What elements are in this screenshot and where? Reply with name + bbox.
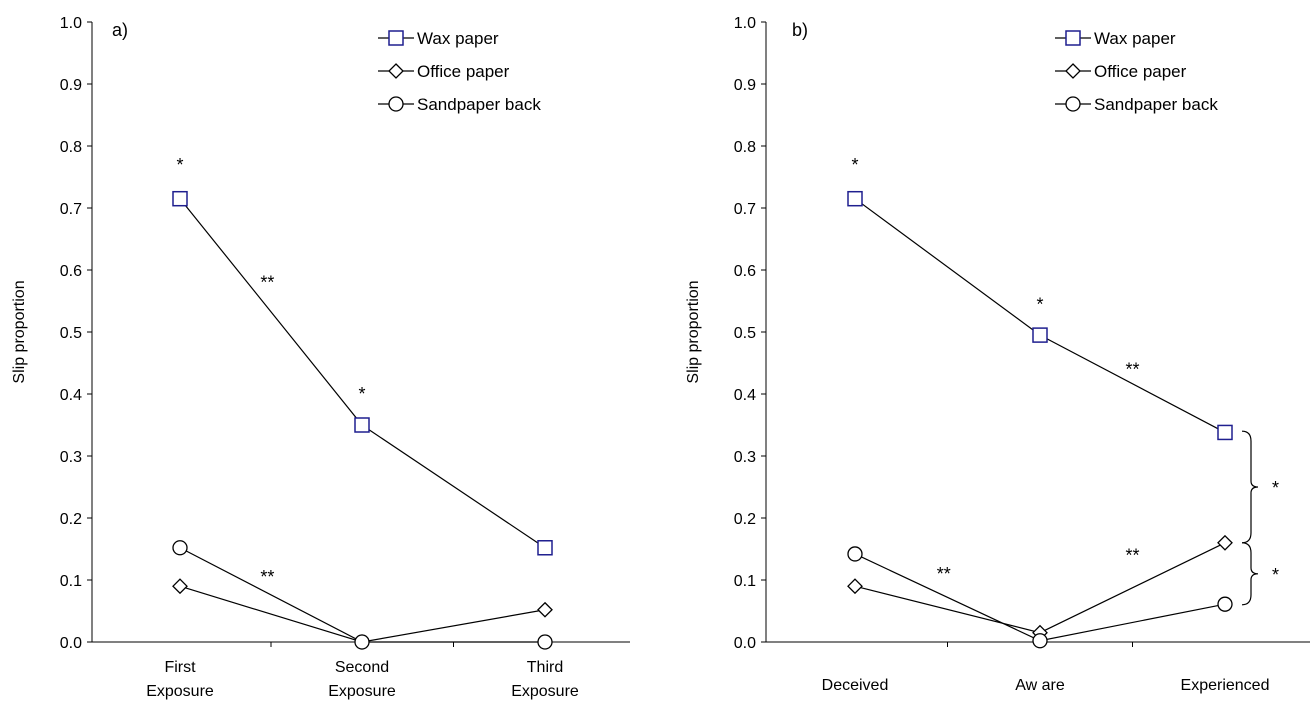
significance-annotation: ** bbox=[937, 564, 951, 584]
legend-marker bbox=[388, 63, 404, 79]
y-tick-label: 0.1 bbox=[60, 573, 82, 590]
data-point-2-0 bbox=[847, 546, 863, 562]
y-tick-label: 0.0 bbox=[734, 635, 756, 652]
y-axis-label: Slip proportion bbox=[11, 280, 28, 383]
legend-label: Office paper bbox=[1094, 62, 1187, 81]
legend-marker bbox=[1065, 96, 1081, 112]
x-tick-label: Second bbox=[335, 659, 389, 676]
x-tick-label: Third bbox=[527, 659, 563, 676]
data-point-1-0 bbox=[172, 578, 188, 595]
significance-annotation: ** bbox=[1125, 545, 1139, 565]
y-tick-label: 0.7 bbox=[60, 201, 82, 218]
bracket-annotation: * bbox=[1272, 478, 1279, 498]
legend-label: Office paper bbox=[417, 62, 510, 81]
data-point-2-0 bbox=[172, 540, 188, 556]
panel-a: 0.0 0.1 0.2 0.3 0.4 0.5 0.6 0.7 0.8 0.9 1.0 First Ex… bbox=[11, 15, 630, 700]
x-tick-label: Exposure bbox=[511, 683, 579, 700]
x-tick-label: Deceived bbox=[822, 677, 889, 694]
legend-marker bbox=[1065, 63, 1081, 79]
data-point-2-1 bbox=[1032, 633, 1048, 649]
series-line-0 bbox=[854, 198, 1226, 433]
data-point-2-2 bbox=[1217, 596, 1233, 612]
y-tick-label: 0.4 bbox=[60, 387, 82, 404]
legend-label: Sandpaper back bbox=[417, 95, 541, 114]
data-point-2-2 bbox=[537, 634, 553, 650]
data-point-0-2 bbox=[537, 540, 553, 556]
significance-annotation: * bbox=[176, 155, 183, 175]
significance-annotation: ** bbox=[260, 273, 274, 293]
x-tick-label: First bbox=[164, 659, 196, 676]
panel-label: b) bbox=[792, 20, 808, 40]
data-point-0-1 bbox=[354, 417, 370, 433]
data-point-0-0 bbox=[172, 190, 188, 207]
significance-annotation: * bbox=[1036, 294, 1043, 314]
significance-bracket bbox=[1241, 430, 1259, 544]
y-tick-label: 0.9 bbox=[60, 77, 82, 94]
y-tick-label: 0.0 bbox=[60, 635, 82, 652]
series-line-1 bbox=[179, 585, 546, 643]
x-tick-label: Exposure bbox=[328, 683, 396, 700]
panel-label: a) bbox=[112, 20, 128, 40]
y-tick-label: 0.2 bbox=[60, 511, 82, 528]
panel-b: 0.0 0.1 0.2 0.3 0.4 0.5 0.6 0.7 0.8 0.9 1.0 Deceive… bbox=[685, 15, 1310, 694]
y-tick-label: 0.5 bbox=[734, 325, 756, 342]
data-point-0-0 bbox=[847, 190, 863, 207]
y-tick-label: 0.2 bbox=[734, 511, 756, 528]
significance-bracket bbox=[1241, 542, 1259, 606]
legend-label: Wax paper bbox=[417, 29, 499, 48]
data-point-1-0 bbox=[847, 578, 863, 595]
y-tick-label: 0.5 bbox=[60, 325, 82, 342]
series-line-0 bbox=[179, 198, 546, 549]
data-point-1-2 bbox=[1217, 534, 1233, 551]
y-tick-label: 0.4 bbox=[734, 387, 756, 404]
series-line-1 bbox=[854, 542, 1226, 634]
significance-annotation: ** bbox=[260, 567, 274, 587]
y-tick-label: 0.8 bbox=[60, 139, 82, 156]
significance-annotation: ** bbox=[1125, 359, 1139, 379]
y-tick-label: 0.7 bbox=[734, 201, 756, 218]
data-point-1-2 bbox=[537, 601, 553, 618]
data-point-2-1 bbox=[354, 634, 370, 650]
y-tick-label: 0.9 bbox=[734, 77, 756, 94]
data-point-0-2 bbox=[1217, 424, 1233, 441]
x-tick-label: Experienced bbox=[1181, 677, 1270, 694]
y-tick-label: 0.8 bbox=[734, 139, 756, 156]
y-tick-label: 0.3 bbox=[734, 449, 756, 466]
data-point-0-1 bbox=[1032, 327, 1048, 343]
series-line-2 bbox=[179, 547, 545, 643]
legend-marker bbox=[388, 96, 404, 112]
y-tick-label: 0.1 bbox=[734, 573, 756, 590]
x-tick-label: Aw are bbox=[1015, 677, 1065, 694]
y-tick-label: 1.0 bbox=[60, 15, 82, 32]
legend-marker bbox=[388, 30, 404, 46]
bracket-annotation: * bbox=[1272, 565, 1279, 585]
significance-annotation: * bbox=[358, 384, 365, 404]
y-axis-label: Slip proportion bbox=[685, 280, 702, 383]
y-tick-label: 1.0 bbox=[734, 15, 756, 32]
y-tick-label: 0.6 bbox=[60, 263, 82, 280]
legend-label: Sandpaper back bbox=[1094, 95, 1218, 114]
legend-label: Wax paper bbox=[1094, 29, 1176, 48]
y-tick-label: 0.6 bbox=[734, 263, 756, 280]
y-tick-label: 0.3 bbox=[60, 449, 82, 466]
x-tick-label: Exposure bbox=[146, 683, 214, 700]
significance-annotation: * bbox=[851, 155, 858, 175]
legend-marker bbox=[1065, 30, 1081, 46]
